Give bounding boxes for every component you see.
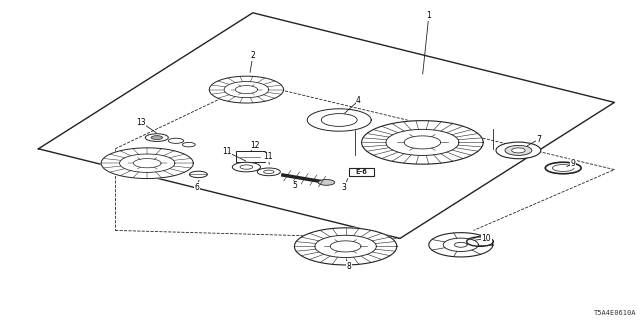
Text: 13: 13 bbox=[136, 118, 146, 127]
Polygon shape bbox=[294, 228, 397, 265]
Polygon shape bbox=[101, 148, 193, 179]
Text: 9: 9 bbox=[570, 159, 575, 168]
Text: 2: 2 bbox=[250, 52, 255, 60]
Ellipse shape bbox=[168, 138, 184, 143]
Ellipse shape bbox=[189, 171, 207, 178]
Ellipse shape bbox=[505, 145, 532, 156]
Ellipse shape bbox=[232, 162, 260, 172]
Text: 8: 8 bbox=[346, 262, 351, 271]
Text: 3: 3 bbox=[342, 183, 347, 192]
Polygon shape bbox=[362, 121, 483, 164]
Polygon shape bbox=[307, 109, 371, 131]
Polygon shape bbox=[429, 233, 493, 257]
Text: T5A4E0610A: T5A4E0610A bbox=[595, 310, 637, 316]
Ellipse shape bbox=[257, 168, 280, 176]
Text: 6: 6 bbox=[195, 183, 200, 192]
Ellipse shape bbox=[512, 148, 525, 153]
Text: 10: 10 bbox=[481, 234, 492, 243]
Text: 1: 1 bbox=[426, 12, 431, 20]
Text: 4: 4 bbox=[356, 96, 361, 105]
Text: 11: 11 bbox=[263, 152, 272, 161]
Ellipse shape bbox=[318, 180, 335, 185]
Ellipse shape bbox=[151, 136, 163, 140]
Ellipse shape bbox=[145, 134, 168, 141]
Ellipse shape bbox=[496, 142, 541, 159]
Text: 12: 12 bbox=[250, 141, 259, 150]
FancyBboxPatch shape bbox=[349, 168, 374, 176]
Text: E-6: E-6 bbox=[356, 169, 367, 175]
Text: 11: 11 bbox=[223, 148, 232, 156]
FancyBboxPatch shape bbox=[236, 151, 265, 162]
Text: 7: 7 bbox=[536, 135, 541, 144]
Ellipse shape bbox=[182, 142, 195, 147]
Polygon shape bbox=[209, 76, 284, 103]
Text: 5: 5 bbox=[292, 181, 297, 190]
